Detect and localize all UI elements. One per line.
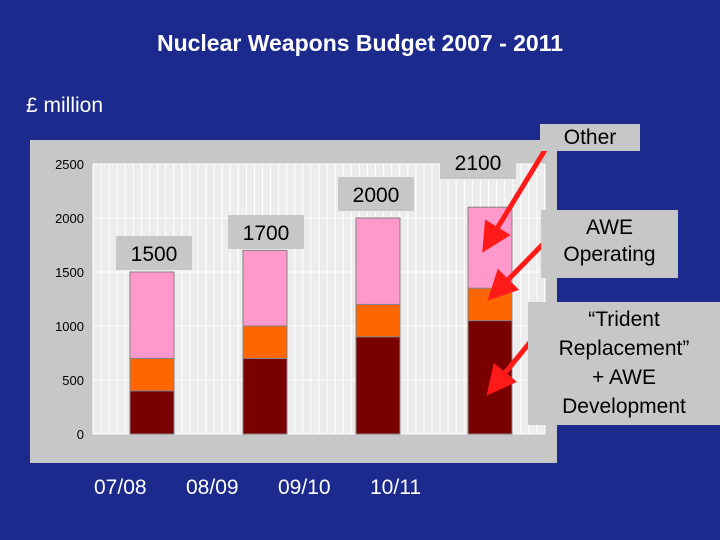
callout-arrow — [487, 240, 547, 301]
bar-segment-other — [355, 217, 401, 305]
total-label: 2000 — [353, 184, 400, 207]
x-tick-label: 07/08 — [94, 476, 147, 499]
y-tick-label: 1500 — [55, 265, 84, 280]
bar-segment-other — [242, 249, 288, 327]
bar-segment-awe_operating — [129, 357, 175, 392]
y-tick-label: 2000 — [55, 211, 84, 226]
unit-label: £ million — [26, 94, 104, 117]
callout-trident-line-3: + AWE — [592, 366, 656, 389]
bar-segment-awe_operating — [467, 287, 513, 322]
total-label: 1700 — [243, 222, 290, 245]
callout-awe-operating: AWE Operating — [541, 210, 678, 278]
bar-segment-trident — [129, 390, 175, 435]
callout-awe-line-1: AWE — [585, 216, 634, 239]
callout-other: Other — [540, 124, 640, 151]
bar-segment-trident — [355, 336, 401, 435]
total-labels: 1500 1700 2000 2100 — [116, 145, 516, 270]
callout-trident-line-1: “Trident — [588, 308, 660, 331]
bar-segment-trident — [242, 357, 288, 435]
x-tick-label: 10/11 — [370, 476, 421, 499]
total-label-box — [338, 177, 414, 211]
callout-trident: “Trident Replacement” + AWE Development — [528, 302, 720, 425]
y-tick-label: 1000 — [55, 319, 84, 334]
bar-segment-other — [129, 271, 175, 359]
total-label: 2100 — [455, 152, 502, 175]
bar-segment-awe_operating — [355, 303, 401, 338]
bar-segment-awe_operating — [242, 325, 288, 359]
y-axis: 0 500 1000 1500 2000 2500 — [55, 157, 84, 442]
chart-title: Nuclear Weapons Budget 2007 - 2011 — [156, 30, 564, 56]
x-tick-label: 08/09 — [186, 476, 239, 499]
x-tick-label: 09/10 — [278, 476, 331, 499]
callout-arrow — [482, 148, 548, 253]
y-tick-label: 2500 — [55, 157, 84, 172]
total-label-box — [440, 145, 516, 179]
bar-segment-trident — [467, 320, 513, 435]
total-label-box — [228, 215, 304, 249]
y-tick-label: 500 — [62, 373, 84, 388]
callout-awe-line-2: Operating — [563, 243, 656, 266]
total-label-box — [116, 236, 192, 270]
y-tick-label: 0 — [77, 427, 84, 442]
callout-trident-line-4: Development — [562, 395, 686, 418]
total-label: 1500 — [131, 243, 178, 266]
callout-trident-line-2: Replacement” — [558, 337, 690, 360]
callout-other-label: Other — [563, 126, 617, 149]
